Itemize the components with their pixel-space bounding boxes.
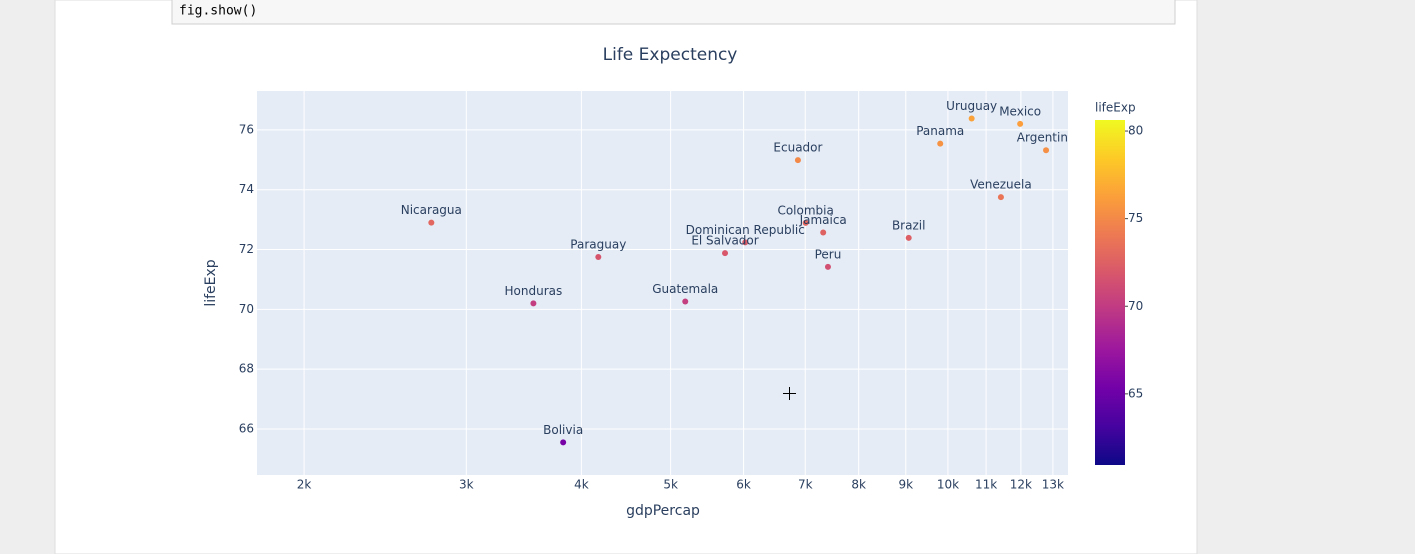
x-tick-label: 7k [798,478,813,492]
point [530,300,537,307]
point-label: Honduras [505,284,563,298]
point-label: Argentina [1017,131,1076,145]
y-tick-label: 72 [239,242,254,256]
colorbar-tick-label: 75 [1128,211,1143,225]
x-tick-label: 6k [736,478,751,492]
point-label: Jamaica [799,213,847,227]
cursor [783,387,796,400]
point [682,298,689,305]
point-label: Panama [916,124,964,138]
point-label: Brazil [892,218,926,232]
x-tick-label: 10k [937,478,959,492]
point [560,439,567,446]
point [824,263,831,270]
point-label: Nicaragua [401,203,462,217]
point-label: Colombia [777,203,833,217]
plot-area[interactable] [257,91,1068,475]
y-tick-label: 68 [239,362,254,376]
x-tick-label: 9k [898,478,913,492]
y-tick-label: 76 [239,122,254,136]
y-tick-label: 74 [239,182,254,196]
colorbar-tick-label: 80 [1128,124,1143,138]
point-label: Bolivia [543,423,583,437]
x-tick-label: 3k [459,478,474,492]
code-text: fig.show() [179,4,257,19]
point [937,140,944,147]
point [1043,147,1050,154]
point-label: Peru [815,247,842,261]
grid [257,91,1068,475]
code-cell[interactable] [171,0,1176,25]
point [968,115,975,122]
point [1017,120,1024,127]
x-tick-label: 13k [1042,478,1064,492]
x-tick-label: 4k [574,478,589,492]
point-label: Ecuador [773,141,822,155]
point-label: Dominican Republic [686,223,805,237]
x-tick-label: 5k [663,478,678,492]
colorbar-tick-label: 70 [1128,299,1143,313]
colorbar [1095,120,1125,465]
point [794,157,801,164]
x-tick-label: 8k [851,478,866,492]
colorbar-title: lifeExp [1095,101,1136,115]
point [742,239,749,246]
point-label: Mexico [999,104,1041,118]
point [905,234,912,241]
point-label: Venezuela [970,178,1032,192]
x-tick-label: 11k [975,478,997,492]
point-label: El Salvador [691,234,758,248]
x-tick-label: 2k [297,478,312,492]
point [428,219,435,226]
points: Argentina Bolivia Brazil Colombia Dominican … [401,99,1076,446]
point [820,229,827,236]
point [802,219,809,226]
point-label: Uruguay [946,99,997,113]
point-label: Paraguay [570,237,626,251]
x-axis-title: gdpPercap [626,503,700,519]
y-axis-title: lifeExp [203,259,219,306]
chart-title: Life Expectency [603,45,738,65]
y-tick-label: 66 [239,421,254,435]
point [595,253,602,260]
y-tick-label: 70 [239,302,254,316]
x-tick-label: 12k [1010,478,1032,492]
point-label: Guatemala [652,282,718,296]
point [722,250,729,257]
colorbar-tick-label: 65 [1128,386,1143,400]
point [997,194,1004,201]
